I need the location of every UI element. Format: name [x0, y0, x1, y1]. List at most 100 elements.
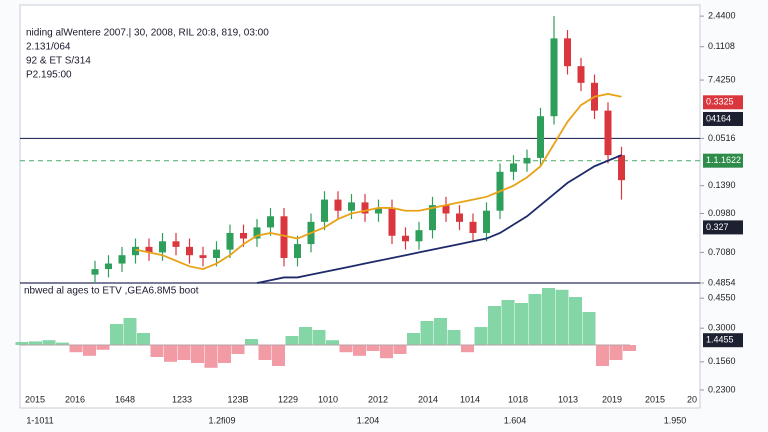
histogram-bar [366, 345, 380, 351]
histogram-bar [191, 345, 204, 363]
price-tag [703, 95, 743, 110]
histogram-bar [407, 333, 420, 345]
candle-body [213, 249, 220, 258]
histogram-bar [56, 342, 69, 345]
x-tick-label: 2019 [602, 394, 622, 404]
candle-body [253, 227, 261, 239]
candle-body [442, 205, 450, 214]
candle-body [523, 157, 531, 164]
price-tag-label: 1.1.1622 [706, 155, 741, 165]
candle-body [159, 241, 166, 253]
x-tick-label: 1018 [508, 394, 528, 404]
y-tick-label: 0.1560 [708, 356, 736, 366]
y-tick-label: 0.3000 [708, 323, 736, 333]
candle-body [469, 221, 477, 233]
candle-body [321, 199, 328, 222]
candle-body [604, 110, 612, 156]
histogram-bar [110, 324, 123, 345]
candle-body [456, 213, 463, 222]
price-tag [703, 111, 743, 126]
x-tick-label: 1014 [460, 394, 480, 404]
price-tag-label: 04164 [706, 113, 731, 123]
x-tick-label: 1233 [172, 394, 192, 404]
histogram-bar [15, 342, 29, 345]
price-tag-label: 1.4455 [706, 335, 734, 345]
x-tick-label: 123B [227, 394, 248, 404]
histogram-bar [380, 345, 393, 359]
y-tick-label: 2.4400 [708, 10, 736, 20]
histogram-bar [231, 345, 245, 354]
candle-body [375, 207, 382, 214]
header-line: 2.131/064 [26, 42, 71, 53]
y-tick-label: 0.1108 [708, 41, 735, 51]
x-tick-label: 2016 [65, 394, 85, 404]
histogram-bar [434, 318, 447, 345]
candle-body [186, 246, 193, 256]
y-tick-label: 0.0980 [708, 208, 736, 218]
histogram-bar [582, 312, 596, 345]
x-tick-label: 2015 [25, 394, 45, 404]
y-tick-label: 0.4854 [708, 277, 736, 287]
y-tick-label: 0.7080 [708, 247, 736, 257]
histogram-bar [447, 330, 461, 345]
x-tick-label-secondary: 1.2fi09 [208, 415, 235, 425]
histogram-bar [137, 333, 150, 345]
histogram-bar [96, 345, 110, 350]
x-tick-label: 2014 [418, 394, 438, 404]
x-tick-label: 1013 [558, 394, 578, 404]
candle-body [361, 202, 369, 214]
candle-body [388, 207, 396, 236]
x-tick-label: 1010 [318, 394, 338, 404]
histogram-bar [326, 340, 339, 345]
candle-body [91, 269, 99, 275]
candle-body [267, 216, 274, 228]
header-line: P2.195:00 [26, 70, 72, 81]
histogram-bar [515, 303, 528, 345]
candle-body [537, 116, 544, 158]
histogram-bar [150, 345, 164, 357]
candle-body [334, 199, 342, 211]
candle-body [145, 246, 153, 253]
histogram-bar [420, 321, 434, 345]
histogram-bar [501, 300, 515, 345]
candle-body [510, 163, 517, 172]
histogram-bar [258, 345, 272, 360]
y-tick-label: 0.2300 [708, 384, 736, 394]
candle-body [402, 235, 409, 242]
histogram-bar [312, 330, 326, 345]
price-tag [703, 153, 743, 168]
candle-body [226, 232, 234, 250]
moving-average [256, 154, 622, 284]
histogram-bar [218, 345, 231, 363]
candle-body [240, 232, 247, 239]
candle-body [564, 38, 571, 67]
histogram-bar [474, 327, 488, 345]
y-tick-label: 0.4550 [708, 293, 736, 303]
histogram-bar [69, 345, 83, 353]
histogram-bar [353, 345, 366, 356]
candle-body [483, 210, 490, 233]
histogram-bar [123, 318, 137, 345]
y-tick-label: 0.0516 [708, 133, 736, 143]
panel-label: nbwed al ages to ETV ,GEA6.8M5 boot [24, 286, 199, 297]
histogram-bar [245, 339, 258, 345]
moving-average [135, 93, 622, 271]
price-tag-label: 0.3325 [706, 97, 734, 107]
x-tick-label-secondary: 1.204 [357, 415, 380, 425]
histogram-bar [272, 345, 285, 366]
candle-body [280, 216, 288, 258]
x-tick-label: 2015 [645, 394, 665, 404]
candle-body [132, 246, 139, 256]
histogram-bar [164, 345, 177, 362]
histogram-bar [609, 345, 623, 360]
price-tag [703, 333, 743, 348]
histogram-bar [555, 289, 569, 345]
histogram-bar [42, 340, 56, 345]
candle-body [550, 38, 558, 117]
histogram-bar [393, 345, 407, 354]
histogram-bar [299, 327, 312, 345]
candle-body [618, 155, 625, 181]
x-tick-label: 1229 [278, 394, 298, 404]
histogram-bar [339, 345, 353, 353]
